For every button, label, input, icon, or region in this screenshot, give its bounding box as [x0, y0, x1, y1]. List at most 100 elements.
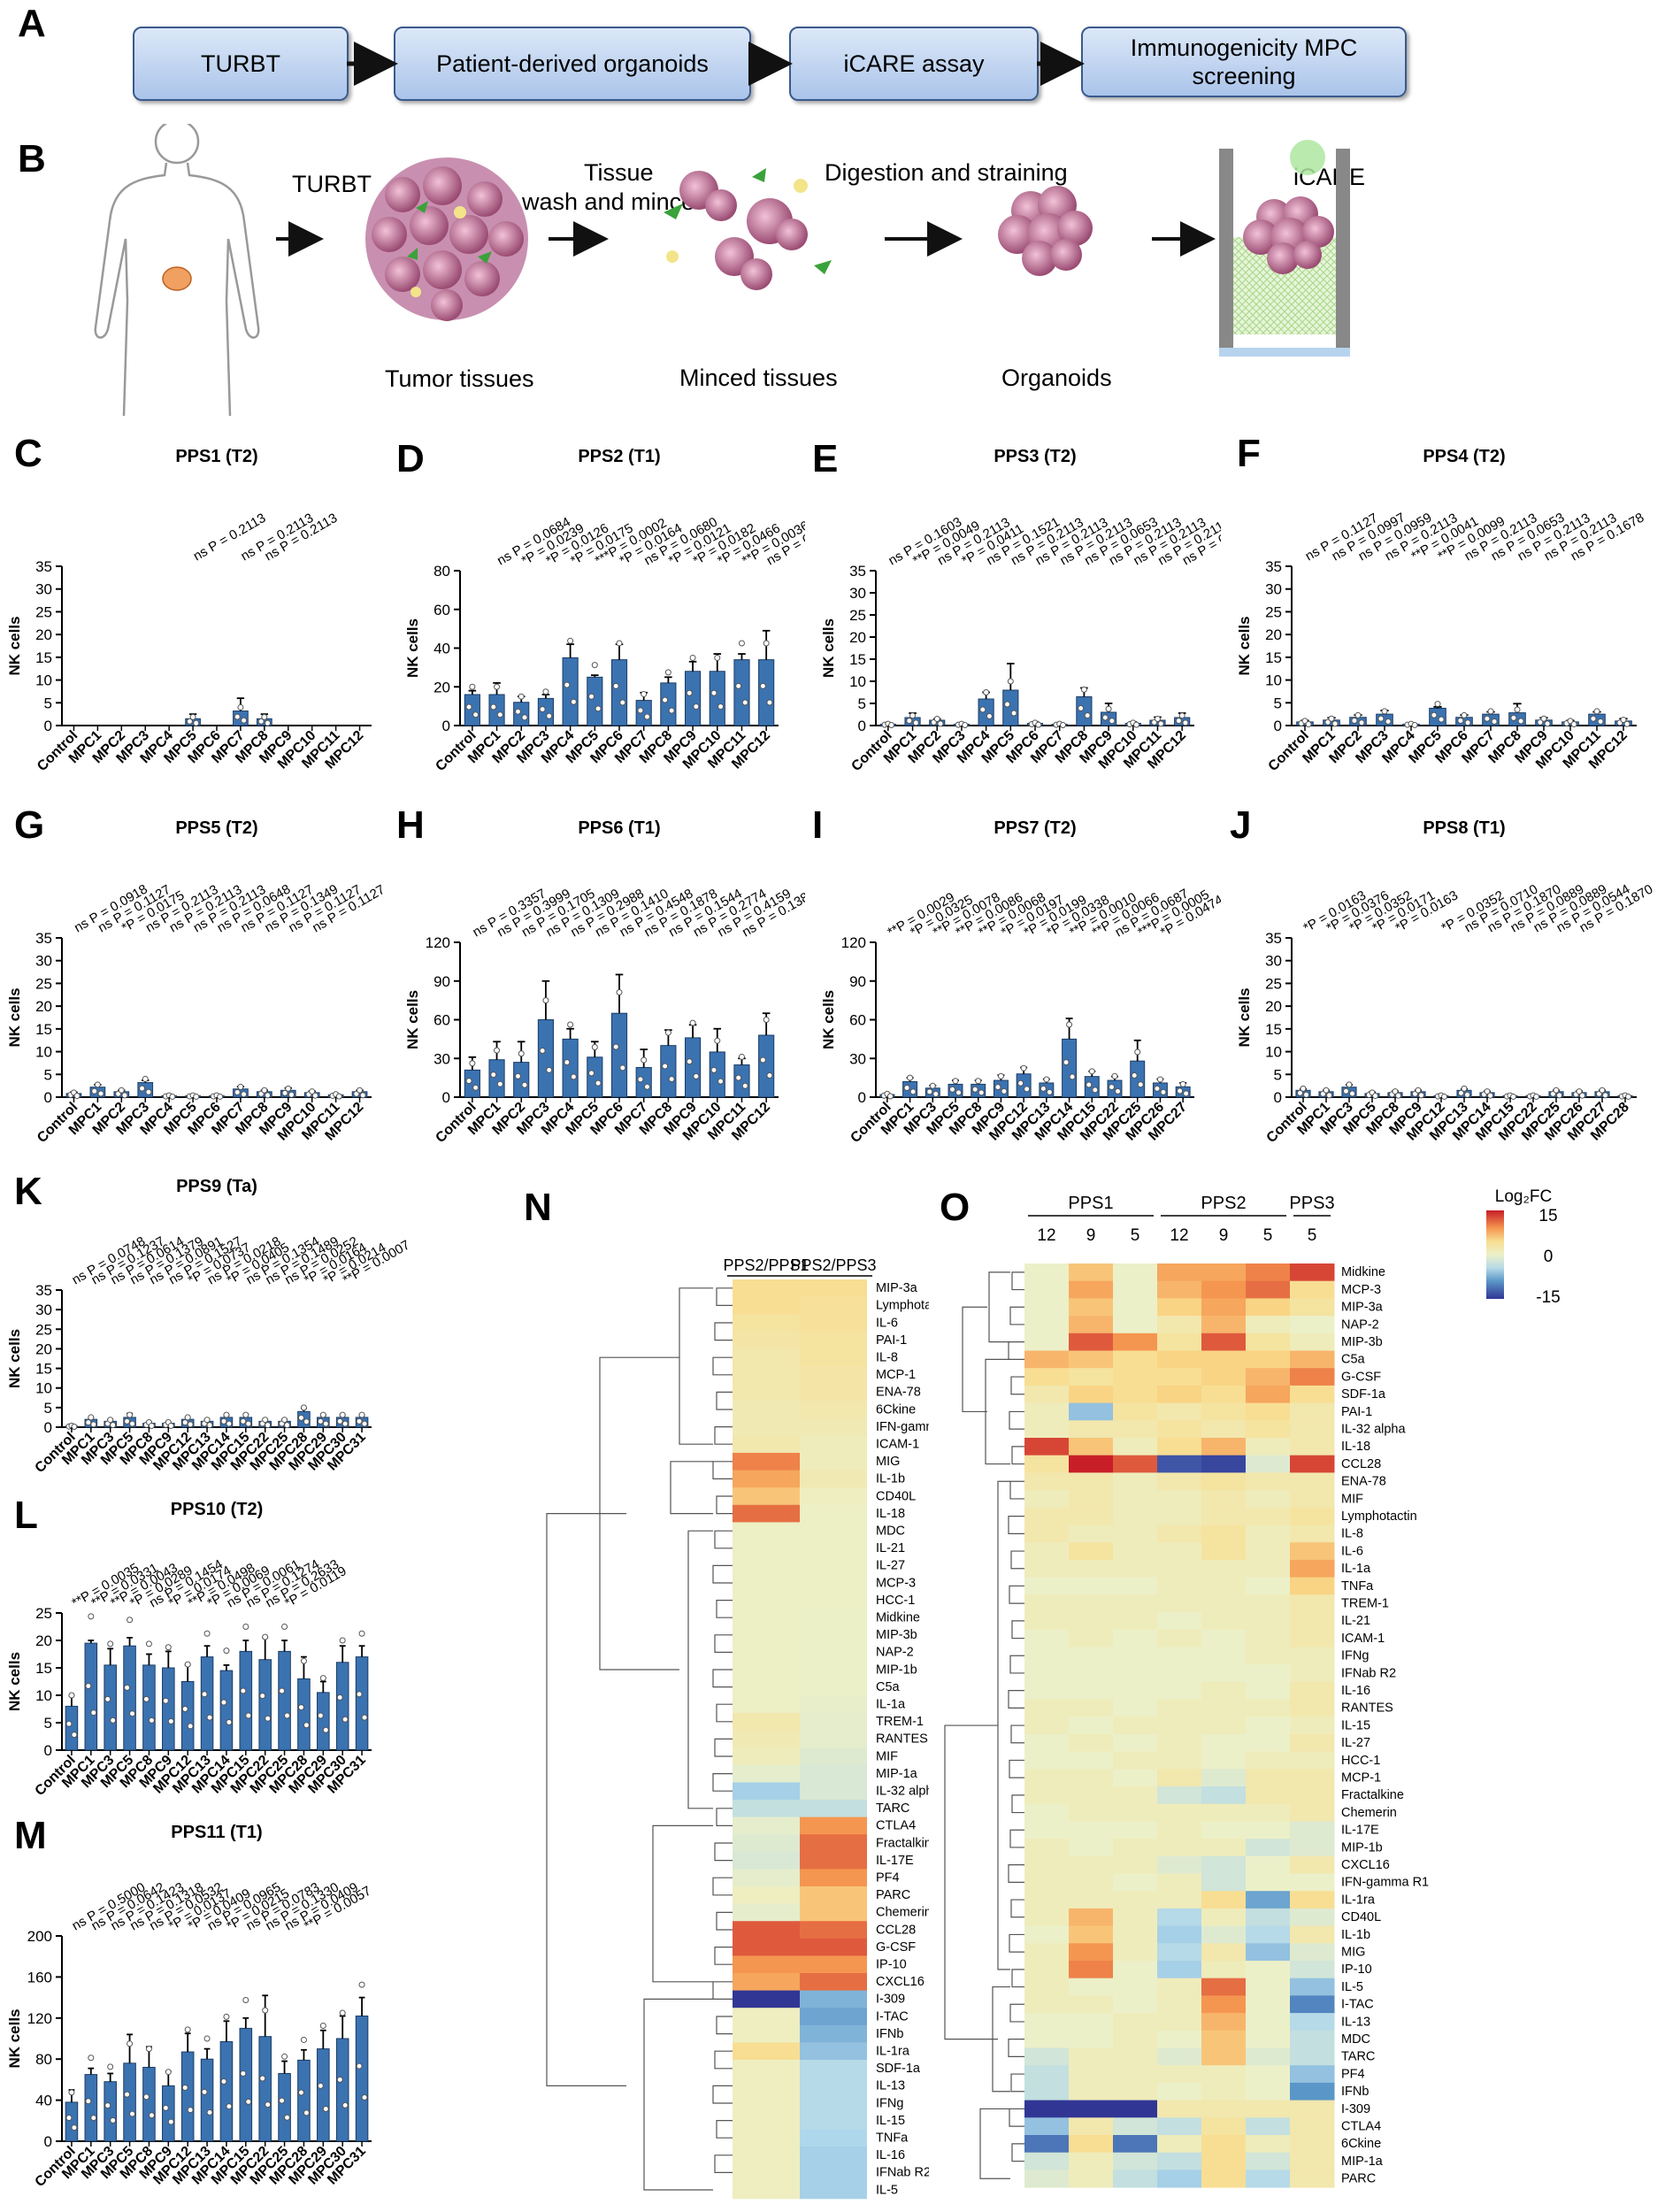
heatmap-o-cell — [1246, 2152, 1291, 2170]
data-point — [738, 640, 745, 647]
heatmap-o-cell — [1290, 1612, 1335, 1631]
flow-box-immunogenicity: Immunogenicity MPC screening — [1081, 27, 1407, 97]
data-point — [472, 711, 480, 718]
heatmap-o-cell — [1290, 1525, 1335, 1543]
data-point — [90, 1709, 97, 1717]
heatmap-o-cell — [1157, 1751, 1202, 1770]
heatmap-o-cell — [1069, 2170, 1114, 2188]
heatmap-o-cell — [1157, 1647, 1202, 1665]
dendrogram-branch — [944, 1724, 998, 2040]
y-tick-label: 20 — [1265, 626, 1282, 643]
data-point — [1300, 1085, 1307, 1092]
heatmap-o-cell — [1246, 1891, 1291, 1909]
dendrogram-branch — [714, 1426, 733, 1445]
data-point — [148, 2112, 155, 2119]
y-axis-label: NK cells — [1236, 987, 1253, 1047]
data-point — [234, 1088, 241, 1095]
heatmap-o-row-label: IL-1ra — [1341, 1893, 1376, 1907]
y-tick-label: 200 — [27, 1928, 52, 1945]
heatmap-o-cell — [1069, 1612, 1114, 1631]
heatmap-o-row-label: C5a — [1341, 1353, 1366, 1367]
heatmap-o-cell — [1113, 1316, 1158, 1334]
heatmap-o-cell — [1246, 1455, 1291, 1473]
data-point — [336, 1694, 343, 1701]
data-point — [662, 696, 669, 703]
data-point — [184, 1661, 191, 1668]
heatmap-o-row-label: IL-18 — [1341, 1440, 1370, 1454]
dendrogram-branch — [712, 1564, 733, 1584]
heatmap-o-cell — [1069, 2013, 1114, 2032]
heatmap-o-cell — [1290, 1559, 1335, 1578]
data-point — [1593, 708, 1600, 715]
heatmap-o-legend-bar — [1486, 1210, 1504, 1299]
dendrogram-branch — [1009, 1933, 1024, 1953]
data-point — [1303, 1091, 1310, 1098]
data-point — [1137, 1081, 1144, 1088]
data-point — [245, 1712, 252, 1719]
heatmap-o-row-label: I-TAC — [1341, 1998, 1374, 2012]
heatmap-n-cell — [733, 1591, 800, 1609]
data-point — [1004, 701, 1011, 708]
heatmap-o-cell — [1069, 1333, 1114, 1351]
heatmap-n-cell — [733, 2094, 800, 2113]
heatmap-o-row-label: PF4 — [1341, 2067, 1365, 2081]
heatmap-o-cell — [1024, 2013, 1070, 2032]
data-point — [1154, 1085, 1161, 1092]
data-point — [110, 1422, 117, 1429]
data-point — [1461, 1085, 1468, 1092]
heatmap-n-row-label: CXCL16 — [876, 1975, 925, 1989]
heatmap-o-row-label: IFNb — [1341, 2085, 1369, 2099]
data-point — [1160, 1088, 1167, 1095]
bar — [355, 1656, 369, 1751]
y-tick-label: 10 — [1265, 1044, 1282, 1061]
heatmap-o-row-label: IL-17E — [1341, 1824, 1379, 1838]
bar — [1002, 689, 1019, 726]
y-tick-label: 30 — [1265, 953, 1282, 970]
heatmap-n-cell — [800, 1816, 867, 1835]
data-point — [285, 1085, 292, 1092]
heatmap-o-cell — [1069, 2047, 1114, 2066]
heatmap-o-cell — [1290, 1385, 1335, 1404]
data-point — [356, 1417, 363, 1425]
data-point — [297, 1414, 304, 1421]
data-point — [1351, 717, 1358, 724]
heatmap-o-cell — [1201, 1368, 1247, 1386]
heatmap-o-cell — [1290, 2065, 1335, 2084]
heatmap-o-cell — [1069, 1803, 1114, 1822]
heatmap-n-cell — [800, 1990, 867, 2008]
heatmap-o-row-label: PARC — [1341, 2172, 1376, 2186]
heatmap-n-cell — [800, 1800, 867, 1818]
heatmap-n-row-label: IL-16 — [876, 2148, 905, 2162]
heatmap-n-cell — [733, 1609, 800, 1627]
heatmap-o-cell — [1201, 1263, 1247, 1282]
data-point — [546, 712, 553, 719]
heatmap-o-cell — [1157, 2013, 1202, 2032]
data-point — [496, 1080, 503, 1087]
y-tick-label: 0 — [1274, 718, 1282, 734]
data-point — [223, 1647, 230, 1655]
heatmap-n-row-label: PAI-1 — [876, 1333, 907, 1348]
data-point — [465, 1078, 472, 1085]
data-point — [1395, 1092, 1402, 1099]
bar — [537, 1019, 555, 1098]
heatmap-o-cell — [1113, 1664, 1158, 1683]
data-point — [1438, 716, 1445, 723]
heatmap-o-cell — [1069, 1298, 1114, 1317]
heatmap-o-cell — [1290, 1629, 1335, 1647]
data-point — [1464, 719, 1471, 726]
heatmap-o-cell — [1246, 1855, 1291, 1874]
data-point — [65, 1720, 73, 1727]
heatmap-o-row-label: IFNab R2 — [1341, 1666, 1396, 1680]
heatmap-o-cell — [1157, 1733, 1202, 1753]
heatmap-n-cell — [733, 2024, 800, 2043]
chart-title: PPS5 (T2) — [175, 818, 257, 838]
heatmap-o-cell — [1157, 2047, 1202, 2066]
heatmap-o-cell — [1246, 2047, 1291, 2066]
bar — [733, 659, 750, 726]
data-point — [206, 1422, 213, 1429]
heatmap-n-cell — [733, 2147, 800, 2165]
human-body-icon — [94, 124, 260, 417]
data-point — [1484, 715, 1491, 722]
